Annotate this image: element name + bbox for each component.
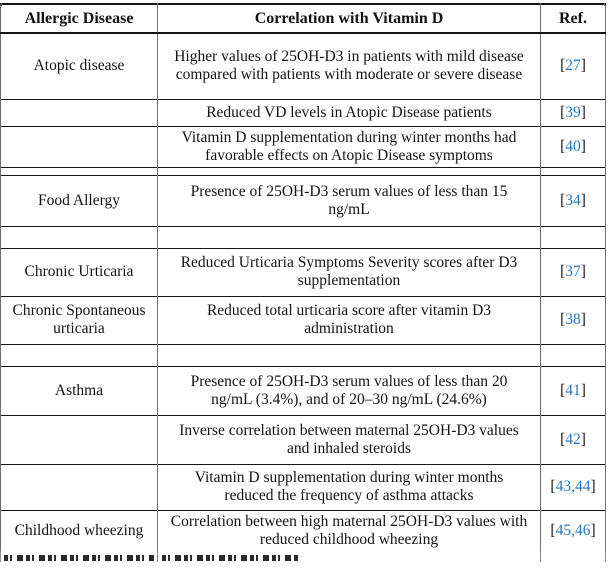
correlation-cell: Vitamin D supplementation during winter … [157,125,541,167]
ref-bracket: ] [590,478,596,495]
spacer-row [0,166,606,175]
ref-link[interactable]: 37 [565,263,581,280]
disease-cell: Food Allergy [0,174,158,226]
header-allergic-disease: Allergic Disease [0,3,158,34]
ref-cell: [38] [540,295,606,344]
ref-bracket: [ [560,381,566,399]
ref-cell: [45,46] [540,509,606,551]
ref-cell: [41] [540,365,606,415]
disease-cell: Atopic disease [0,32,158,99]
ref-link[interactable]: 41 [565,381,581,399]
disease-cell [0,125,158,167]
ref-link[interactable]: 39 [565,103,581,121]
ref-bracket: ] [580,57,586,75]
table-row: Chronic Spontaneous urticaria Reduced to… [0,295,606,344]
disease-cell: Childhood wheezing [0,509,158,551]
disease-cell [0,463,158,510]
disease-cell: Chronic Urticaria [0,247,158,296]
ref-bracket: ] [580,137,586,155]
ref-bracket: [ [560,430,566,448]
ref-bracket: ] [580,430,586,448]
ref-cell: [37] [540,247,606,296]
ref-bracket: [ [560,137,566,155]
ref-cell: [27] [540,32,606,99]
table-row: Inverse correlation between maternal 25O… [0,414,606,464]
ref-bracket: [ [550,478,556,495]
ref-cell: [34] [540,174,606,226]
table-row: Food Allergy Presence of 25OH-D3 serum v… [0,174,606,226]
table-row: Chronic Urticaria Reduced Urticaria Symp… [0,247,606,296]
ref-link[interactable]: 38 [565,311,581,328]
vitamin-d-correlation-table: Allergic Disease Correlation with Vitami… [0,3,606,562]
ref-cell: [39] [540,98,606,126]
correlation-cell: Higher values of 25OH-D3 in patients wit… [157,32,541,99]
spacer-row [0,225,606,248]
correlation-cell: Inverse correlation between maternal 25O… [157,414,541,464]
disease-cell [0,98,158,126]
correlation-cell: Reduced total urticaria score after vita… [157,295,541,344]
ref-cell: [42] [540,414,606,464]
ref-bracket: ] [580,381,586,399]
table-row: Reduced VD levels in Atopic Disease pati… [0,98,606,126]
header-correlation: Correlation with Vitamin D [157,3,541,34]
table-top-border-stub [157,3,158,6]
ref-link[interactable]: 43,44 [555,478,591,495]
table-top-border-stub [604,3,605,6]
table-row: Childhood wheezing Correlation between h… [0,509,606,551]
disease-cell [0,414,158,464]
header-row: Allergic Disease Correlation with Vitami… [0,3,606,34]
disease-cell: Asthma [0,365,158,415]
ref-bracket: [ [560,263,566,280]
ref-cell: [43,44] [540,463,606,510]
ref-bracket: ] [580,263,586,280]
ref-bracket: [ [560,191,566,209]
correlation-cell: Presence of 25OH-D3 serum values of less… [157,365,541,415]
correlation-cell: Presence of 25OH-D3 serum values of less… [157,174,541,226]
clipped-next-row [0,550,606,562]
table-top-border-stub [1,3,2,6]
table-row: Vitamin D supplementation during winter … [0,125,606,167]
correlation-cell: Reduced Urticaria Symptoms Severity scor… [157,247,541,296]
clipped-text-fragment [4,554,154,561]
ref-cell: [40] [540,125,606,167]
ref-bracket: [ [560,57,566,75]
ref-bracket: ] [580,311,586,328]
ref-bracket: ] [590,521,596,539]
table-row: Asthma Presence of 25OH-D3 serum values … [0,365,606,415]
table-top-border-stub [540,3,541,6]
correlation-cell: Vitamin D supplementation during winter … [157,463,541,510]
ref-link[interactable]: 45,46 [555,521,591,539]
ref-bracket: [ [560,103,566,121]
ref-link[interactable]: 34 [565,191,581,209]
ref-bracket: ] [580,191,586,209]
ref-link[interactable]: 40 [565,137,581,155]
clipped-text-fragment [162,554,298,561]
correlation-cell: Correlation between high maternal 25OH-D… [157,509,541,551]
correlation-cell: Reduced VD levels in Atopic Disease pati… [157,98,541,126]
ref-link[interactable]: 42 [565,430,581,448]
table-row: Atopic disease Higher values of 25OH-D3 … [0,32,606,99]
table-row: Vitamin D supplementation during winter … [0,463,606,510]
ref-bracket: [ [550,521,556,539]
disease-cell: Chronic Spontaneous urticaria [0,295,158,344]
ref-bracket: [ [560,311,566,328]
ref-bracket: ] [580,103,586,121]
header-ref: Ref. [540,3,606,34]
ref-link[interactable]: 27 [565,57,581,75]
spacer-row [0,343,606,366]
